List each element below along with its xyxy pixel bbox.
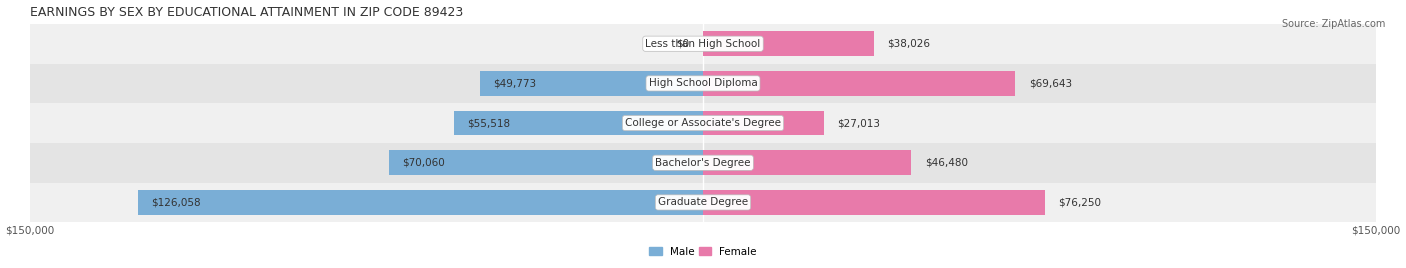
Bar: [703, 190, 1045, 215]
Bar: [138, 190, 703, 215]
Bar: [30, 183, 1376, 222]
Bar: [703, 31, 873, 56]
Text: EARNINGS BY SEX BY EDUCATIONAL ATTAINMENT IN ZIP CODE 89423: EARNINGS BY SEX BY EDUCATIONAL ATTAINMEN…: [30, 6, 464, 18]
Text: Bachelor's Degree: Bachelor's Degree: [655, 158, 751, 168]
Text: $27,013: $27,013: [838, 118, 880, 128]
Text: $76,250: $76,250: [1059, 198, 1101, 207]
Legend: Male, Female: Male, Female: [645, 242, 761, 261]
Text: $55,518: $55,518: [467, 118, 510, 128]
Text: $49,773: $49,773: [494, 79, 536, 88]
Text: $126,058: $126,058: [150, 198, 201, 207]
Bar: [30, 103, 1376, 143]
Text: High School Diploma: High School Diploma: [648, 79, 758, 88]
Text: College or Associate's Degree: College or Associate's Degree: [626, 118, 780, 128]
Text: $46,480: $46,480: [925, 158, 967, 168]
Text: $69,643: $69,643: [1029, 79, 1071, 88]
Text: Graduate Degree: Graduate Degree: [658, 198, 748, 207]
Bar: [388, 150, 703, 175]
Text: Less than High School: Less than High School: [645, 39, 761, 49]
Bar: [703, 150, 911, 175]
Bar: [454, 111, 703, 135]
Bar: [30, 24, 1376, 64]
Bar: [703, 71, 1015, 96]
Text: $0: $0: [676, 39, 689, 49]
Bar: [479, 71, 703, 96]
Text: $70,060: $70,060: [402, 158, 444, 168]
Bar: [703, 111, 824, 135]
Bar: [30, 143, 1376, 183]
Text: $38,026: $38,026: [887, 39, 929, 49]
Bar: [30, 64, 1376, 103]
Text: Source: ZipAtlas.com: Source: ZipAtlas.com: [1281, 19, 1385, 29]
